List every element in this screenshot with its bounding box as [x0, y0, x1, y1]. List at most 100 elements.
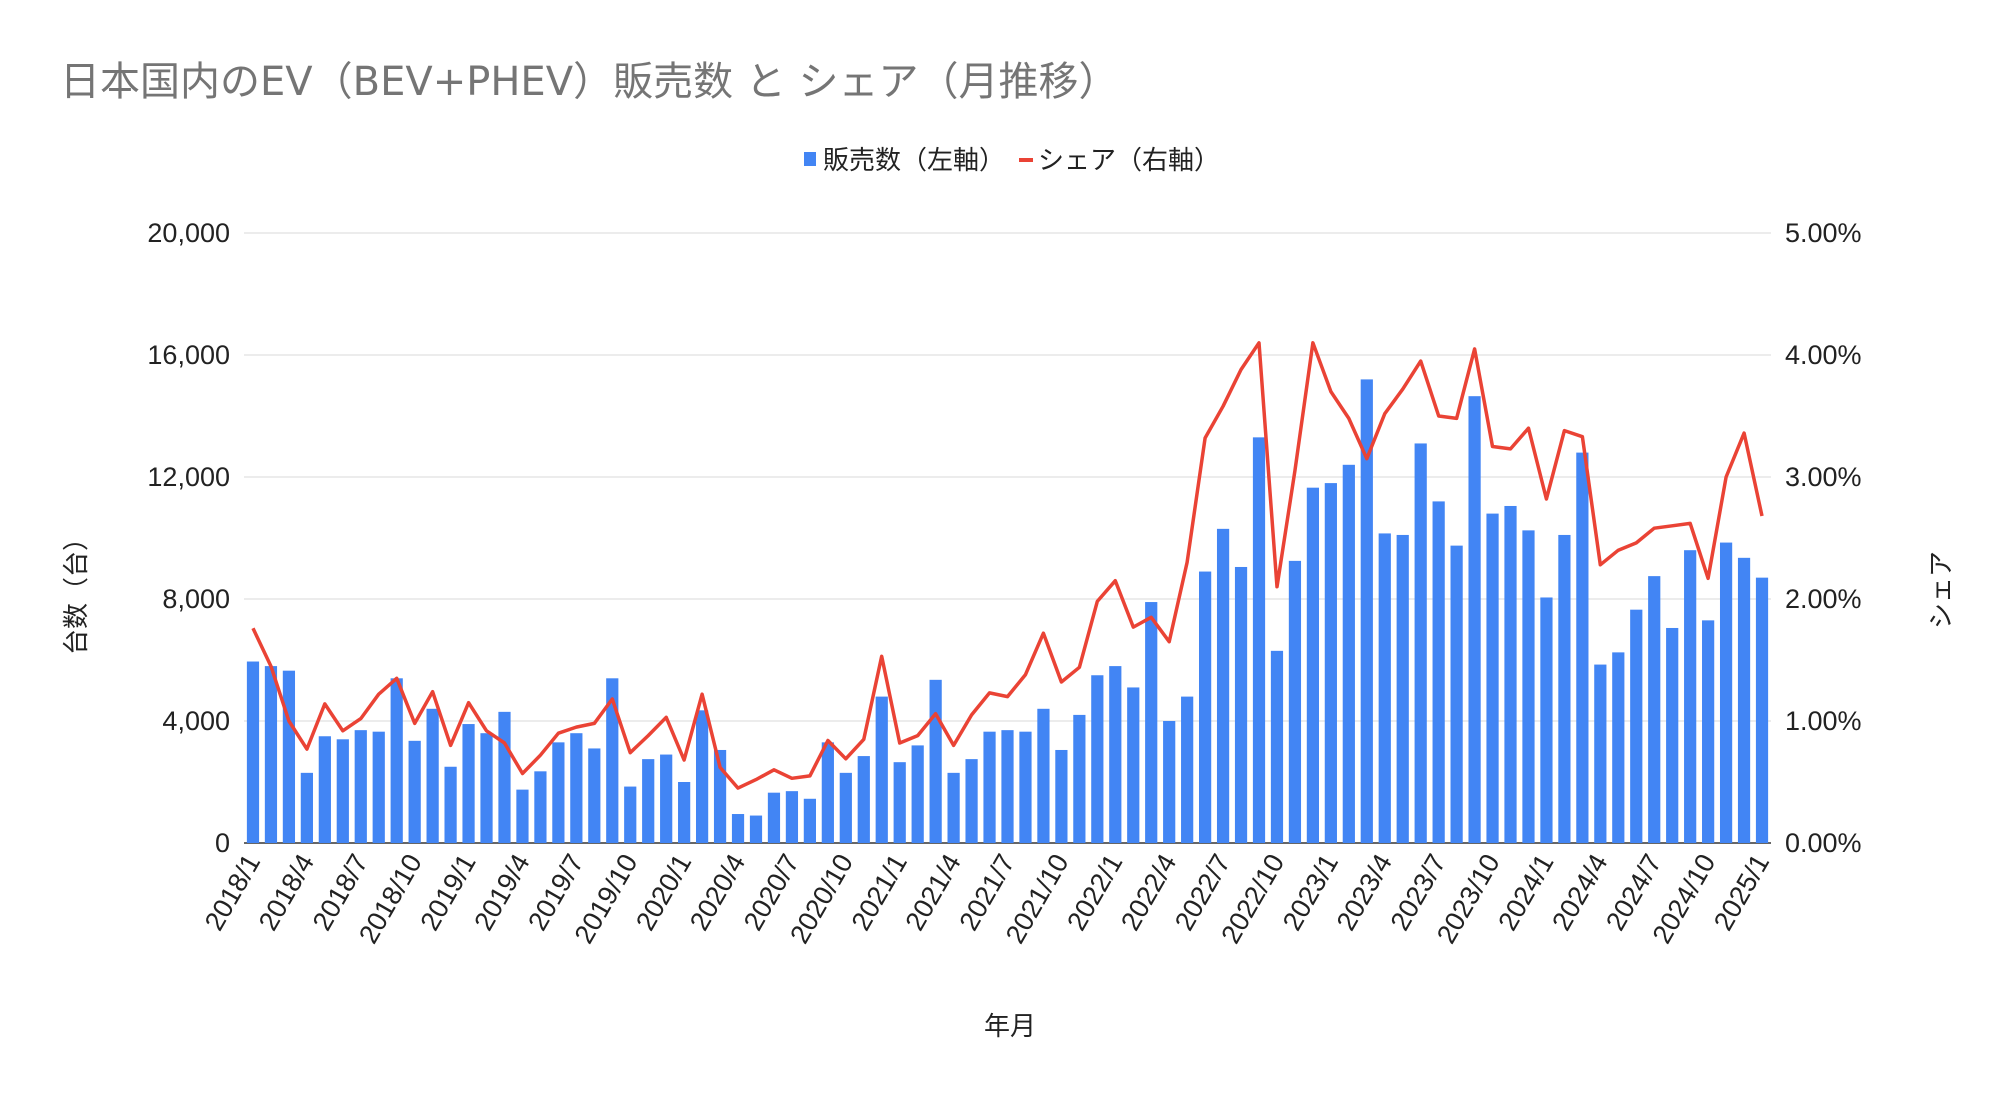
bar-2018/5: [318, 736, 331, 843]
y-tick-label: 12,000: [147, 462, 230, 492]
bar-2019/9: [606, 678, 619, 843]
bar-2021/3: [929, 679, 942, 843]
y-tick-label: 4,000: [162, 706, 230, 736]
bar-2023/4: [1378, 533, 1391, 843]
y2-tick-label: 4.00%: [1785, 340, 1862, 370]
bar-2024/2: [1558, 534, 1571, 843]
bar-2018/11: [426, 708, 439, 843]
bar-2024/4: [1594, 664, 1607, 843]
y-tick-label: 8,000: [162, 584, 230, 614]
bar-2018/1: [246, 661, 260, 843]
bar-2023/11: [1504, 505, 1517, 843]
bar-2018/10: [408, 740, 421, 843]
y-tick-label: 0: [215, 828, 230, 858]
bar-2020/9: [821, 742, 834, 843]
y2-tick-label: 0.00%: [1785, 828, 1862, 858]
bar-2022/11: [1288, 560, 1302, 843]
bar-2023/7: [1432, 501, 1445, 843]
bar-2024/9: [1684, 550, 1697, 843]
bar-2020/10: [839, 772, 852, 843]
bar-2018/6: [336, 739, 349, 843]
bar-2022/5: [1181, 696, 1194, 843]
bar-2020/12: [875, 696, 888, 843]
bar-2018/8: [372, 731, 385, 843]
y2-axis-title: シェア: [1927, 551, 1957, 629]
bar-2021/4: [947, 772, 960, 843]
legend-bar-label: 販売数（左軸）: [823, 146, 1005, 176]
bar-2022/7: [1216, 528, 1230, 843]
y2-tick-label: 5.00%: [1785, 218, 1862, 248]
bar-2020/11: [857, 756, 870, 843]
bar-2023/8: [1450, 545, 1463, 843]
legend-line-label: シェア（右軸）: [1038, 146, 1220, 176]
bar-2025/1: [1755, 577, 1769, 843]
bar-2021/12: [1091, 675, 1104, 843]
bar-2021/8: [1019, 731, 1032, 843]
bar-2023/12: [1522, 530, 1535, 843]
bar-2022/9: [1252, 437, 1266, 843]
bar-2018/9: [390, 678, 403, 843]
bar-2018/4: [300, 772, 313, 843]
bar-2019/12: [660, 754, 673, 843]
bar-2024/8: [1666, 627, 1679, 843]
bar-2020/7: [785, 791, 799, 843]
bar-2021/1: [893, 762, 906, 843]
bar-2018/3: [282, 670, 296, 843]
bar-2023/6: [1414, 443, 1427, 843]
legend-line-swatch: [1019, 158, 1033, 162]
bar-2024/7: [1648, 576, 1661, 843]
bar-2019/10: [624, 786, 637, 843]
legend: 販売数（左軸） シェア（右軸）: [804, 146, 1220, 176]
bar-2022/10: [1270, 650, 1284, 843]
bar-2020/6: [767, 792, 781, 843]
y2-tick-label: 1.00%: [1785, 706, 1862, 736]
bar-2019/2: [480, 733, 493, 843]
bar-2021/7: [1001, 730, 1014, 843]
legend-bar-swatch: [804, 152, 816, 166]
y-tick-label: 16,000: [147, 340, 230, 370]
bar-2021/5: [965, 759, 978, 843]
bar-2019/1: [462, 724, 475, 843]
x-tick-label: 2025/1: [1708, 849, 1775, 936]
bar-2022/12: [1306, 487, 1320, 843]
bar-2019/11: [642, 759, 655, 843]
bar-2023/1: [1324, 483, 1337, 843]
bar-2023/5: [1396, 534, 1409, 843]
bar-2024/5: [1612, 652, 1625, 843]
bar-2024/1: [1540, 597, 1553, 843]
bar-2021/6: [983, 731, 996, 843]
bar-2024/12: [1737, 557, 1751, 843]
bar-2024/11: [1719, 542, 1733, 843]
bar-2019/8: [588, 748, 601, 843]
bar-2024/3: [1576, 452, 1589, 843]
bar-2021/10: [1055, 749, 1068, 843]
bar-2018/12: [444, 766, 457, 843]
bar-2019/4: [516, 789, 529, 843]
y-axis-title: 台数（台）: [62, 525, 92, 655]
bar-2022/2: [1127, 687, 1140, 843]
bar-2023/9: [1468, 396, 1481, 843]
bar-2021/2: [911, 745, 924, 843]
bar-2023/10: [1486, 513, 1499, 843]
y2-tick-label: 3.00%: [1785, 462, 1862, 492]
bar-2022/6: [1199, 571, 1212, 843]
bar-2019/5: [534, 771, 547, 843]
chart-title: 日本国内のEV（BEV+PHEV）販売数 と シェア（月推移）: [60, 59, 1119, 105]
bar-2022/3: [1145, 602, 1158, 843]
bar-2024/6: [1630, 609, 1643, 843]
bar-2018/7: [354, 730, 367, 843]
bar-2019/3: [498, 711, 511, 843]
bar-2018/2: [264, 666, 278, 843]
y2-tick-label: 2.00%: [1785, 584, 1862, 614]
bar-2020/8: [803, 798, 816, 843]
bar-2020/2: [695, 710, 709, 843]
bar-2023/3: [1360, 379, 1373, 843]
bar-2020/5: [749, 815, 763, 843]
bar-2020/4: [731, 814, 745, 843]
bar-2020/1: [678, 782, 691, 843]
bar-2022/1: [1109, 666, 1122, 843]
bar-2022/8: [1234, 566, 1248, 843]
bar-2019/6: [552, 742, 565, 843]
bar-2022/4: [1163, 721, 1176, 843]
